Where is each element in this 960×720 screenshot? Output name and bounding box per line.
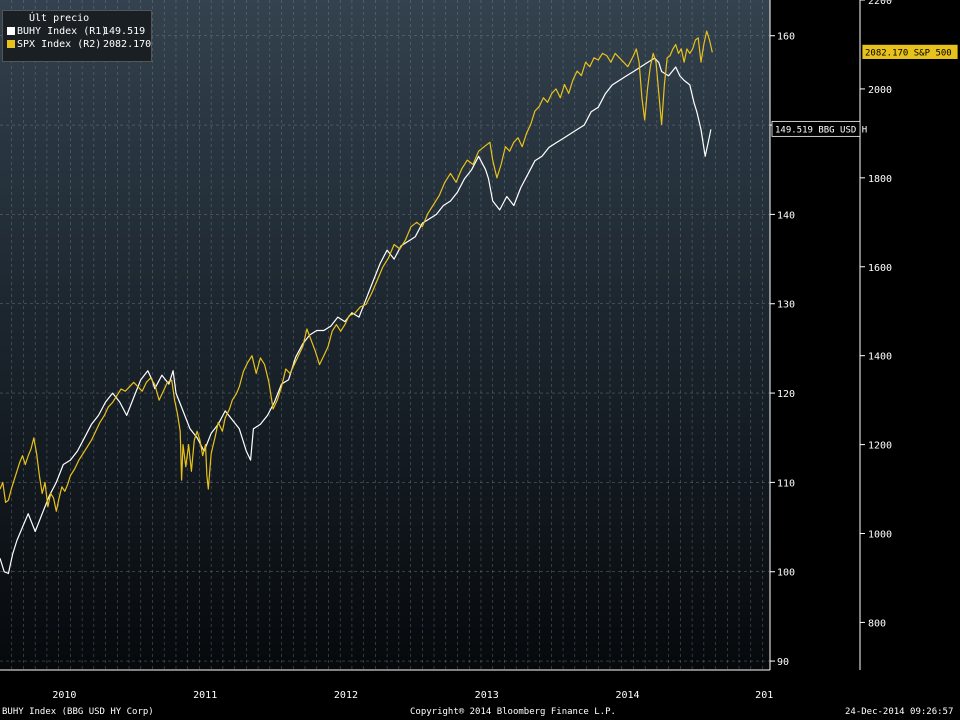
legend-name-buhy: BUHY Index (R1) <box>17 26 108 37</box>
legend-entry-spx: SPX Index (R2) 2082.170 <box>7 38 151 51</box>
legend-swatch-spx <box>7 40 15 48</box>
x-tick-label: 2011 <box>193 690 217 701</box>
legend: Últ precio BUHY Index (R1)149.519 SPX In… <box>2 10 152 62</box>
footer: BUHY Index (BBG USD HY Corp) Copyright® … <box>0 704 960 720</box>
r2-tick-label: 1400 <box>868 352 892 363</box>
x-tick-label: 2010 <box>52 690 76 701</box>
r1-tick-label: 100 <box>777 568 795 579</box>
r2-tick-label: 1000 <box>868 530 892 541</box>
footer-index-name: BUHY Index (BBG USD HY Corp) <box>2 707 154 717</box>
last-value-tag-spx <box>861 43 959 60</box>
last-value-tag-buhy <box>771 120 861 137</box>
legend-swatch-buhy <box>7 27 15 35</box>
legend-value-spx: 2082.170 <box>103 39 152 50</box>
last-value-label-buhy: 149.519 BBG USD H <box>775 125 867 135</box>
x-tick-label: 2012 <box>334 690 358 701</box>
series-line-spx <box>0 30 713 512</box>
x-tick-label: 2013 <box>475 690 499 701</box>
r1-tick-label: 140 <box>777 210 795 221</box>
r1-tick-label: 130 <box>777 300 795 311</box>
r2-tick-label: 1200 <box>868 441 892 452</box>
r1-tick-label: 160 <box>777 32 795 43</box>
footer-timestamp: 24-Dec-2014 09:26:57 <box>845 707 954 717</box>
legend-header: Últ precio <box>29 13 90 24</box>
r1-tick-label: 110 <box>777 478 795 489</box>
r2-tick-label: 1600 <box>868 263 892 274</box>
legend-value-buhy: 149.519 <box>103 26 146 37</box>
x-tick-label: 2014 <box>615 690 639 701</box>
series-line-buhy <box>0 57 712 575</box>
r2-tick-label: 2200 <box>868 0 892 7</box>
r1-tick-label: 90 <box>777 657 789 668</box>
x-tick-label: 201 <box>755 690 773 701</box>
r2-tick-label: 1800 <box>868 174 892 185</box>
plot-area <box>0 0 770 670</box>
r2-tick-label: 2000 <box>868 85 892 96</box>
legend-name-spx: SPX Index (R2) <box>17 39 102 50</box>
footer-copyright: Copyright® 2014 Bloomberg Finance L.P. <box>410 707 616 717</box>
r2-tick-label: 800 <box>868 618 886 629</box>
r1-tick-label: 120 <box>777 389 795 400</box>
legend-entry-buhy: BUHY Index (R1)149.519 <box>7 25 147 38</box>
last-value-label-spx: 2082.170 S&P 500 I <box>865 48 960 58</box>
